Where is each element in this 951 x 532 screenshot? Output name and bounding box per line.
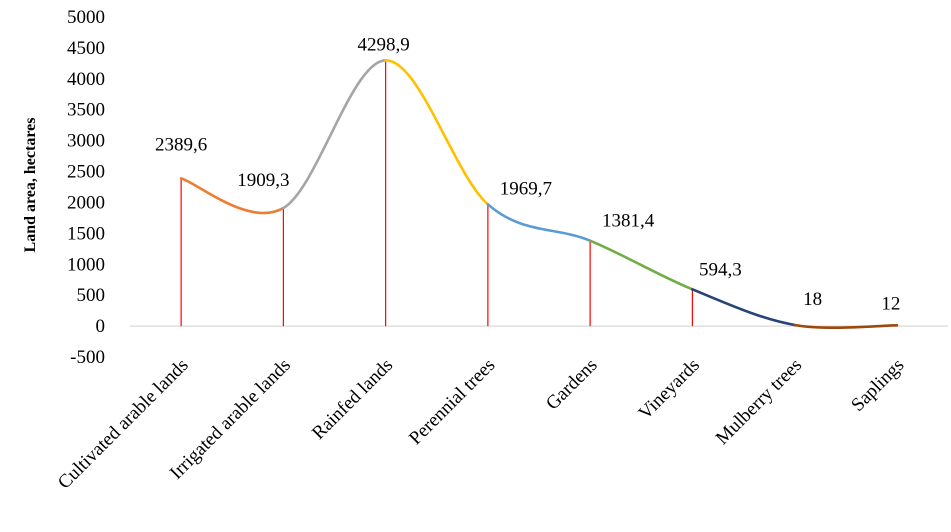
y-tick-label: 1500 xyxy=(67,223,105,244)
line-segment xyxy=(179,177,285,215)
y-tick-label: 2000 xyxy=(67,192,105,213)
y-tick-label: 4500 xyxy=(67,38,105,59)
data-label: 4298,9 xyxy=(358,34,410,55)
y-tick-label: 4000 xyxy=(67,69,105,90)
line-segment xyxy=(793,323,899,330)
y-axis-title: Land area, hectares xyxy=(22,118,39,253)
x-tick-label: Mulberry trees xyxy=(712,355,806,449)
x-tick-label: Rainfed lands xyxy=(308,355,397,444)
y-tick-labels: 5000450040003500300025002000150010005000… xyxy=(67,7,105,368)
x-tick-label: Vineyards xyxy=(635,355,704,424)
x-tick-label: Saplings xyxy=(847,355,908,416)
data-label: 594,3 xyxy=(699,259,742,280)
data-labels: 2389,6 1909,3 4298,9 1969,7 1381,4 594,3 18 12 xyxy=(155,34,900,314)
line-segment xyxy=(691,288,796,327)
line-segment xyxy=(384,59,490,206)
y-tick-label: 3000 xyxy=(67,131,105,152)
data-label: 12 xyxy=(881,293,900,314)
x-tick-label: Gardens xyxy=(542,355,602,415)
line-series xyxy=(179,59,899,330)
data-label: 2389,6 xyxy=(155,134,207,155)
line-segment xyxy=(486,203,592,242)
y-tick-label: 2500 xyxy=(67,162,105,183)
drop-lines xyxy=(180,60,898,327)
x-tick-label: Perennial trees xyxy=(405,355,499,449)
y-tick-label: 3500 xyxy=(67,100,105,121)
y-tick-label: 0 xyxy=(96,316,106,337)
y-tick-label: -500 xyxy=(70,347,105,368)
line-segment xyxy=(588,239,694,291)
y-axis-title-group: Land area, hectares xyxy=(22,118,39,253)
data-label: 18 xyxy=(803,289,822,310)
y-tick-label: 1000 xyxy=(67,254,105,275)
data-label: 1909,3 xyxy=(237,170,289,191)
data-label: 1969,7 xyxy=(500,178,552,199)
y-tick-label: 500 xyxy=(77,285,106,306)
y-tick-label: 5000 xyxy=(67,7,105,28)
line-segment xyxy=(282,59,387,210)
data-label: 1381,4 xyxy=(602,211,655,232)
